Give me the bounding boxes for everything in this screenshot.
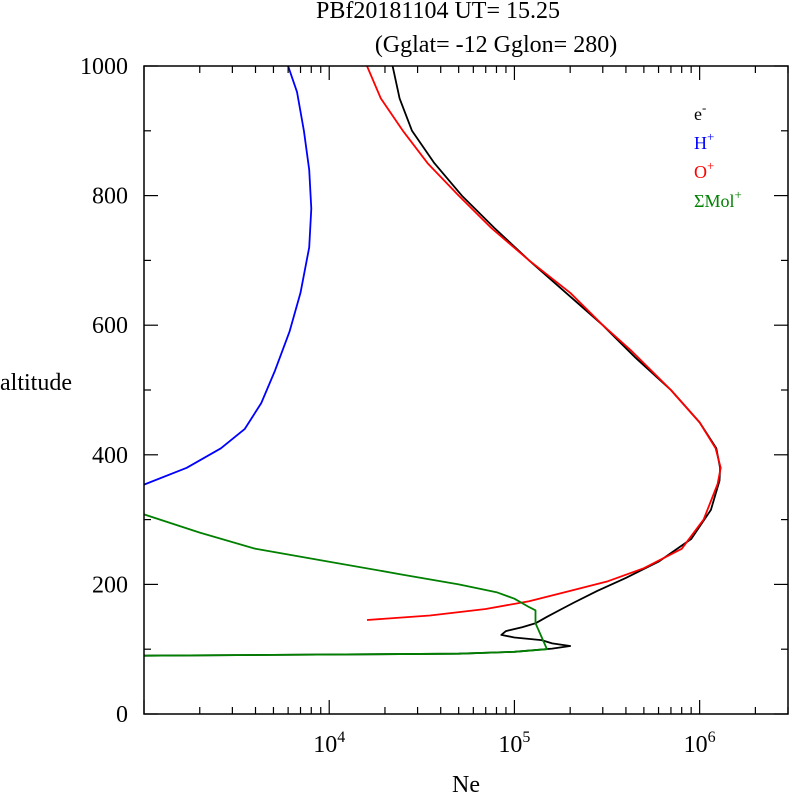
series-line-3 <box>144 513 548 657</box>
x-tick-label: 105 <box>498 729 530 758</box>
plot-frame <box>143 65 789 715</box>
legend-entry-0: e- <box>694 100 706 124</box>
series-line-0 <box>144 66 721 657</box>
y-tick-label: 800 <box>92 184 128 210</box>
chart-title-line2: (Gglat= -12 Gglon= 280) <box>375 32 617 58</box>
y-tick-label: 1000 <box>80 54 128 80</box>
series-line-2 <box>366 66 722 621</box>
chart-title-line1: PBf20181104 UT= 15.25 <box>316 0 560 24</box>
y-tick-label: 0 <box>116 702 128 728</box>
legend-entry-1: H+ <box>694 129 714 153</box>
y-axis-label: altitude <box>0 370 72 396</box>
x-tick-label: 104 <box>313 729 345 758</box>
x-axis-label: Ne <box>452 772 480 795</box>
legend-entry-3: ΣMol+ <box>694 187 742 211</box>
series-line-1 <box>144 66 313 486</box>
y-tick-label: 400 <box>92 443 128 469</box>
legend-entry-2: O+ <box>694 158 714 182</box>
x-tick-label: 106 <box>684 729 716 758</box>
y-tick-label: 200 <box>92 572 128 598</box>
y-tick-label: 600 <box>92 313 128 339</box>
